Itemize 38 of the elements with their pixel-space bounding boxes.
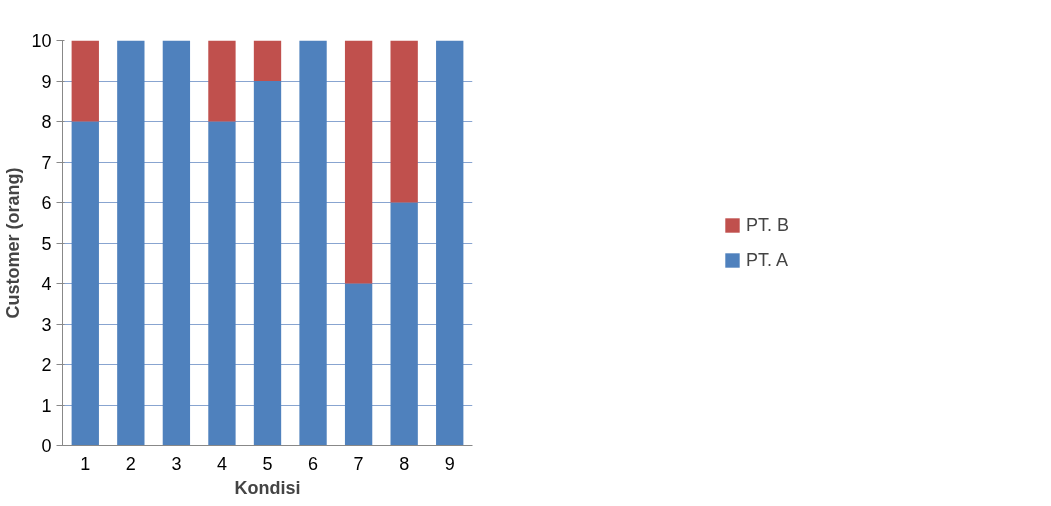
bar: [162, 40, 191, 446]
x-tick-label: 6: [308, 453, 319, 474]
y-tick-label: 8: [41, 112, 52, 132]
bar: [436, 40, 464, 446]
x-tick-label: 4: [216, 453, 227, 474]
bar: [253, 81, 282, 446]
x-tick-label: 9: [444, 453, 455, 474]
x-tick-label: 8: [399, 453, 410, 474]
bar: [344, 283, 373, 446]
y-axis-title: Customer (orang): [3, 167, 24, 319]
y-tick-label: 3: [41, 314, 52, 335]
legend-label: PT. A: [745, 249, 789, 271]
y-tick-label: 10: [31, 31, 52, 51]
y-tick-label: 2: [41, 355, 52, 375]
x-tick-label: 1: [80, 453, 91, 474]
bar: [299, 40, 327, 446]
bar: [344, 40, 373, 284]
bar: [71, 121, 99, 446]
x-tick-label: 2: [125, 453, 136, 474]
legend-label: PT. B: [745, 214, 790, 236]
x-tick-label: 3: [171, 453, 182, 474]
y-tick-label: 9: [41, 71, 52, 92]
y-tick-label: 6: [41, 193, 52, 213]
y-tick-label: 0: [41, 436, 52, 456]
x-axis-title: Kondisi: [234, 477, 301, 498]
bar: [117, 40, 145, 446]
bar: [71, 40, 99, 122]
bar: [208, 40, 236, 122]
y-tick-label: 1: [41, 395, 52, 416]
y-tick-label: 4: [41, 274, 52, 294]
x-tick-label: 5: [262, 453, 273, 474]
bar: [253, 40, 282, 81]
y-tick-label: 5: [41, 233, 52, 254]
bar: [390, 40, 418, 203]
x-tick-label: 7: [353, 453, 364, 474]
bar: [208, 121, 236, 446]
y-tick-label: 7: [41, 152, 52, 173]
bar: [390, 202, 418, 446]
